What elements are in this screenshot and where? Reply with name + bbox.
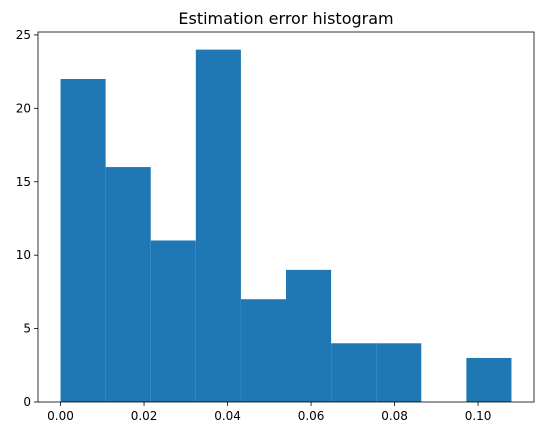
x-tick-label: 0.00 <box>47 409 74 423</box>
y-axis: 0 5 10 15 20 25 <box>16 28 38 409</box>
x-tick-label: 0.10 <box>465 409 492 423</box>
x-tick-label: 0.08 <box>381 409 408 423</box>
histogram-bar <box>60 78 106 402</box>
y-tick-label: 10 <box>16 248 31 262</box>
bars-group <box>60 49 512 402</box>
plot-frame <box>37 31 535 403</box>
histogram-bar <box>331 343 377 402</box>
x-tick-label: 0.04 <box>214 409 241 423</box>
histogram-bar <box>150 240 196 402</box>
histogram-bar <box>240 299 286 402</box>
chart-title: Estimation error histogram <box>178 9 393 28</box>
x-axis: 0.00 0.02 0.04 0.06 0.08 0.10 <box>47 402 491 423</box>
histogram-bar <box>466 357 512 402</box>
x-tick-label: 0.06 <box>298 409 325 423</box>
y-tick-label: 20 <box>16 101 31 115</box>
histogram-bar <box>286 269 332 402</box>
y-tick-label: 15 <box>16 175 31 189</box>
y-tick-label: 0 <box>23 395 31 409</box>
histogram-bar <box>195 49 241 402</box>
x-tick-label: 0.02 <box>131 409 158 423</box>
histogram-bar <box>376 343 422 402</box>
y-tick-label: 5 <box>23 322 31 336</box>
y-tick-label: 25 <box>16 28 31 42</box>
histogram-bar <box>105 167 151 402</box>
